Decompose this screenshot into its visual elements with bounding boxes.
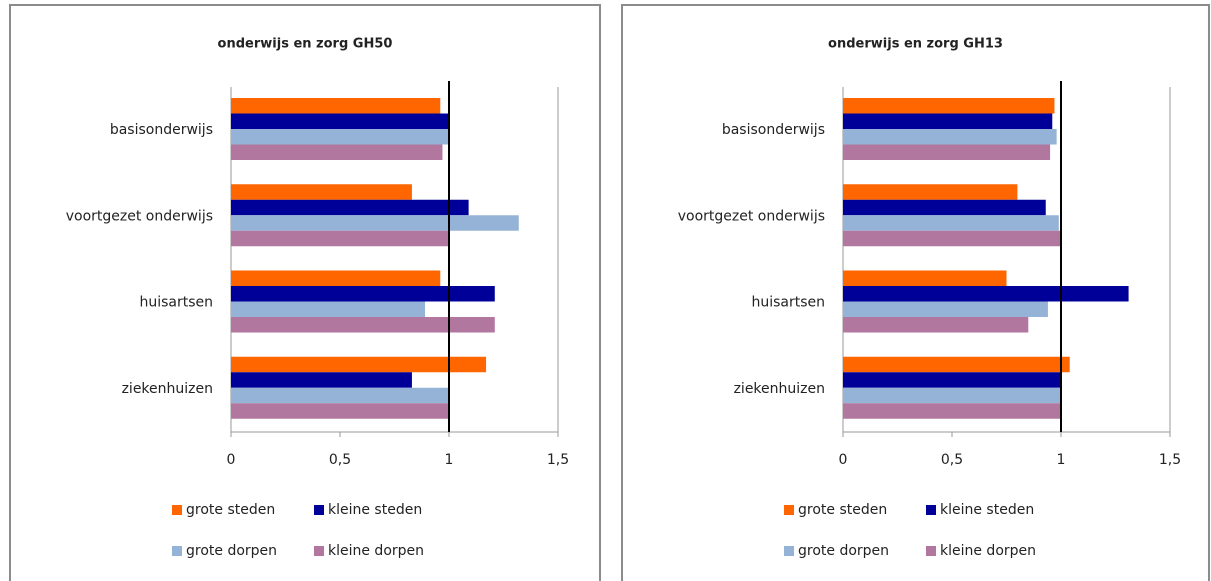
bar bbox=[231, 184, 412, 200]
legend-label: kleine dorpen bbox=[940, 543, 1036, 559]
bar bbox=[843, 230, 1061, 247]
y-tick-label: voortgezet onderwijs bbox=[678, 208, 825, 224]
legend-swatch bbox=[926, 546, 936, 556]
legend-swatch bbox=[784, 546, 794, 556]
y-tick-label: ziekenhuizen bbox=[122, 381, 213, 397]
bar bbox=[231, 129, 449, 145]
y-tick-label: huisartsen bbox=[751, 295, 825, 311]
x-tick-label: 1,5 bbox=[1159, 452, 1181, 468]
bar bbox=[843, 270, 1007, 286]
bar bbox=[843, 199, 1046, 216]
bar bbox=[231, 144, 443, 160]
legend-label: kleine steden bbox=[328, 502, 422, 518]
legend-swatch bbox=[784, 505, 794, 515]
bar bbox=[843, 215, 1059, 231]
x-tick-label: 0 bbox=[227, 452, 236, 468]
bar bbox=[231, 403, 449, 419]
bar bbox=[231, 199, 469, 216]
y-tick-label: voortgezet onderwijs bbox=[66, 208, 213, 224]
bar bbox=[843, 387, 1061, 404]
x-tick-label: 1 bbox=[445, 452, 454, 468]
bar bbox=[843, 286, 1129, 302]
legend-label: grote dorpen bbox=[186, 543, 277, 559]
legend-label: kleine steden bbox=[940, 502, 1034, 518]
bar bbox=[843, 356, 1070, 373]
y-tick-label: ziekenhuizen bbox=[734, 381, 825, 397]
y-tick-label: basisonderwijs bbox=[110, 122, 213, 138]
bar bbox=[843, 113, 1053, 129]
legend-swatch bbox=[172, 546, 182, 556]
y-tick-label: huisartsen bbox=[139, 295, 213, 311]
bar bbox=[231, 98, 441, 114]
chart-title: onderwijs en zorg GH50 bbox=[218, 37, 393, 52]
bar bbox=[843, 403, 1061, 419]
bar bbox=[231, 301, 426, 317]
bar bbox=[231, 387, 449, 404]
legend-label: grote steden bbox=[798, 502, 887, 518]
legend-label: grote steden bbox=[186, 502, 275, 518]
x-tick-label: 1,5 bbox=[547, 452, 569, 468]
bar bbox=[231, 215, 519, 231]
bar bbox=[843, 98, 1055, 114]
bar bbox=[231, 113, 449, 129]
bar bbox=[843, 301, 1048, 317]
bar bbox=[843, 372, 1061, 388]
bar bbox=[231, 230, 449, 247]
legend-swatch bbox=[926, 505, 936, 515]
x-tick-label: 0,5 bbox=[329, 452, 351, 468]
bar bbox=[231, 270, 441, 286]
bar bbox=[843, 129, 1057, 145]
chart-title: onderwijs en zorg GH13 bbox=[828, 37, 1003, 52]
x-tick-label: 0,5 bbox=[941, 452, 963, 468]
bar bbox=[231, 286, 495, 302]
bar bbox=[843, 317, 1029, 333]
legend-swatch bbox=[172, 505, 182, 515]
y-tick-label: basisonderwijs bbox=[722, 122, 825, 138]
bar bbox=[843, 144, 1051, 160]
x-tick-label: 1 bbox=[1057, 452, 1066, 468]
legend-label: kleine dorpen bbox=[328, 543, 424, 559]
bar bbox=[231, 317, 495, 333]
x-tick-label: 0 bbox=[839, 452, 848, 468]
bar bbox=[231, 356, 487, 373]
bar bbox=[231, 372, 412, 388]
legend-swatch bbox=[314, 505, 324, 515]
legend-swatch bbox=[314, 546, 324, 556]
legend-label: grote dorpen bbox=[798, 543, 889, 559]
bar bbox=[843, 184, 1018, 200]
